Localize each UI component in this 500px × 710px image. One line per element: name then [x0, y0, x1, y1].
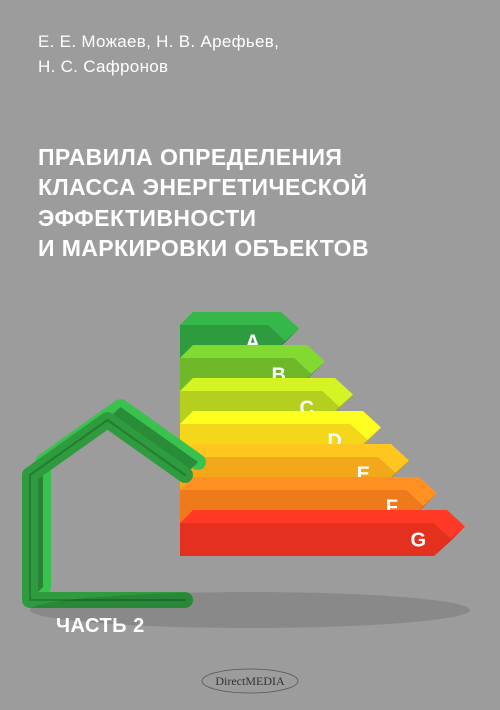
book-cover: Е. Е. Можаев, Н. В. Арефьев, Н. С. Сафро…: [0, 0, 500, 710]
title-line-2: КЛАССА ЭНЕРГЕТИЧЕСКОЙ: [38, 172, 470, 202]
authors-line-1: Е. Е. Можаев, Н. В. Арефьев,: [38, 30, 470, 55]
publisher-text: DirectMEDIA: [215, 674, 285, 688]
authors-block: Е. Е. Можаев, Н. В. Арефьев, Н. С. Сафро…: [38, 30, 470, 79]
part-label: ЧАСТЬ 2: [56, 615, 145, 638]
title-block: ПРАВИЛА ОПРЕДЕЛЕНИЯ КЛАССА ЭНЕРГЕТИЧЕСКО…: [38, 142, 470, 263]
authors-line-2: Н. С. Сафронов: [38, 55, 470, 80]
publisher-logo: DirectMEDIA: [201, 668, 299, 694]
title-line-4: И МАРКИРОВКИ ОБЪЕКТОВ: [38, 233, 470, 263]
title-line-3: ЭФФЕКТИВНОСТИ: [38, 203, 470, 233]
title-line-1: ПРАВИЛА ОПРЕДЕЛЕНИЯ: [38, 142, 470, 172]
energy-class-G: G: [410, 530, 426, 552]
